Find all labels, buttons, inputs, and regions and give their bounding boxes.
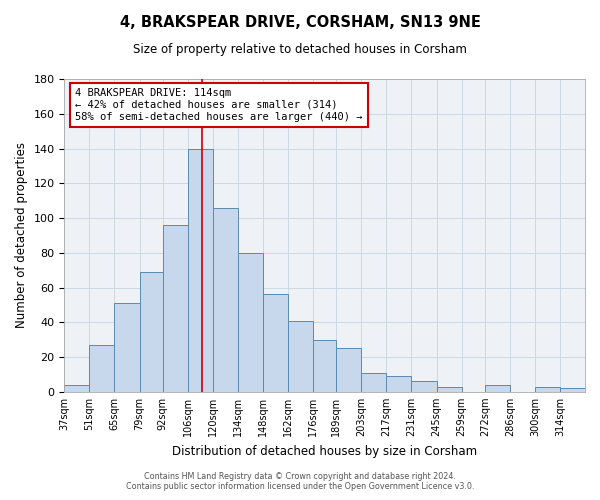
Bar [560,388,585,392]
Bar [238,253,263,392]
Bar [535,386,560,392]
Bar [64,385,89,392]
Text: Contains HM Land Registry data © Crown copyright and database right 2024.: Contains HM Land Registry data © Crown c… [144,472,456,481]
Bar [485,385,510,392]
Bar [140,272,163,392]
Bar [163,225,188,392]
X-axis label: Distribution of detached houses by size in Corsham: Distribution of detached houses by size … [172,444,477,458]
Bar [386,376,412,392]
Bar [412,382,437,392]
Y-axis label: Number of detached properties: Number of detached properties [15,142,28,328]
Bar [313,340,337,392]
Bar [437,386,461,392]
Bar [115,303,140,392]
Bar [288,320,313,392]
Bar [337,348,361,392]
Text: Contains public sector information licensed under the Open Government Licence v3: Contains public sector information licen… [126,482,474,491]
Bar [188,148,213,392]
Bar [213,208,238,392]
Text: Size of property relative to detached houses in Corsham: Size of property relative to detached ho… [133,42,467,56]
Bar [361,372,386,392]
Text: 4 BRAKSPEAR DRIVE: 114sqm
← 42% of detached houses are smaller (314)
58% of semi: 4 BRAKSPEAR DRIVE: 114sqm ← 42% of detac… [75,88,362,122]
Bar [89,345,115,392]
Text: 4, BRAKSPEAR DRIVE, CORSHAM, SN13 9NE: 4, BRAKSPEAR DRIVE, CORSHAM, SN13 9NE [119,15,481,30]
Bar [263,294,288,392]
